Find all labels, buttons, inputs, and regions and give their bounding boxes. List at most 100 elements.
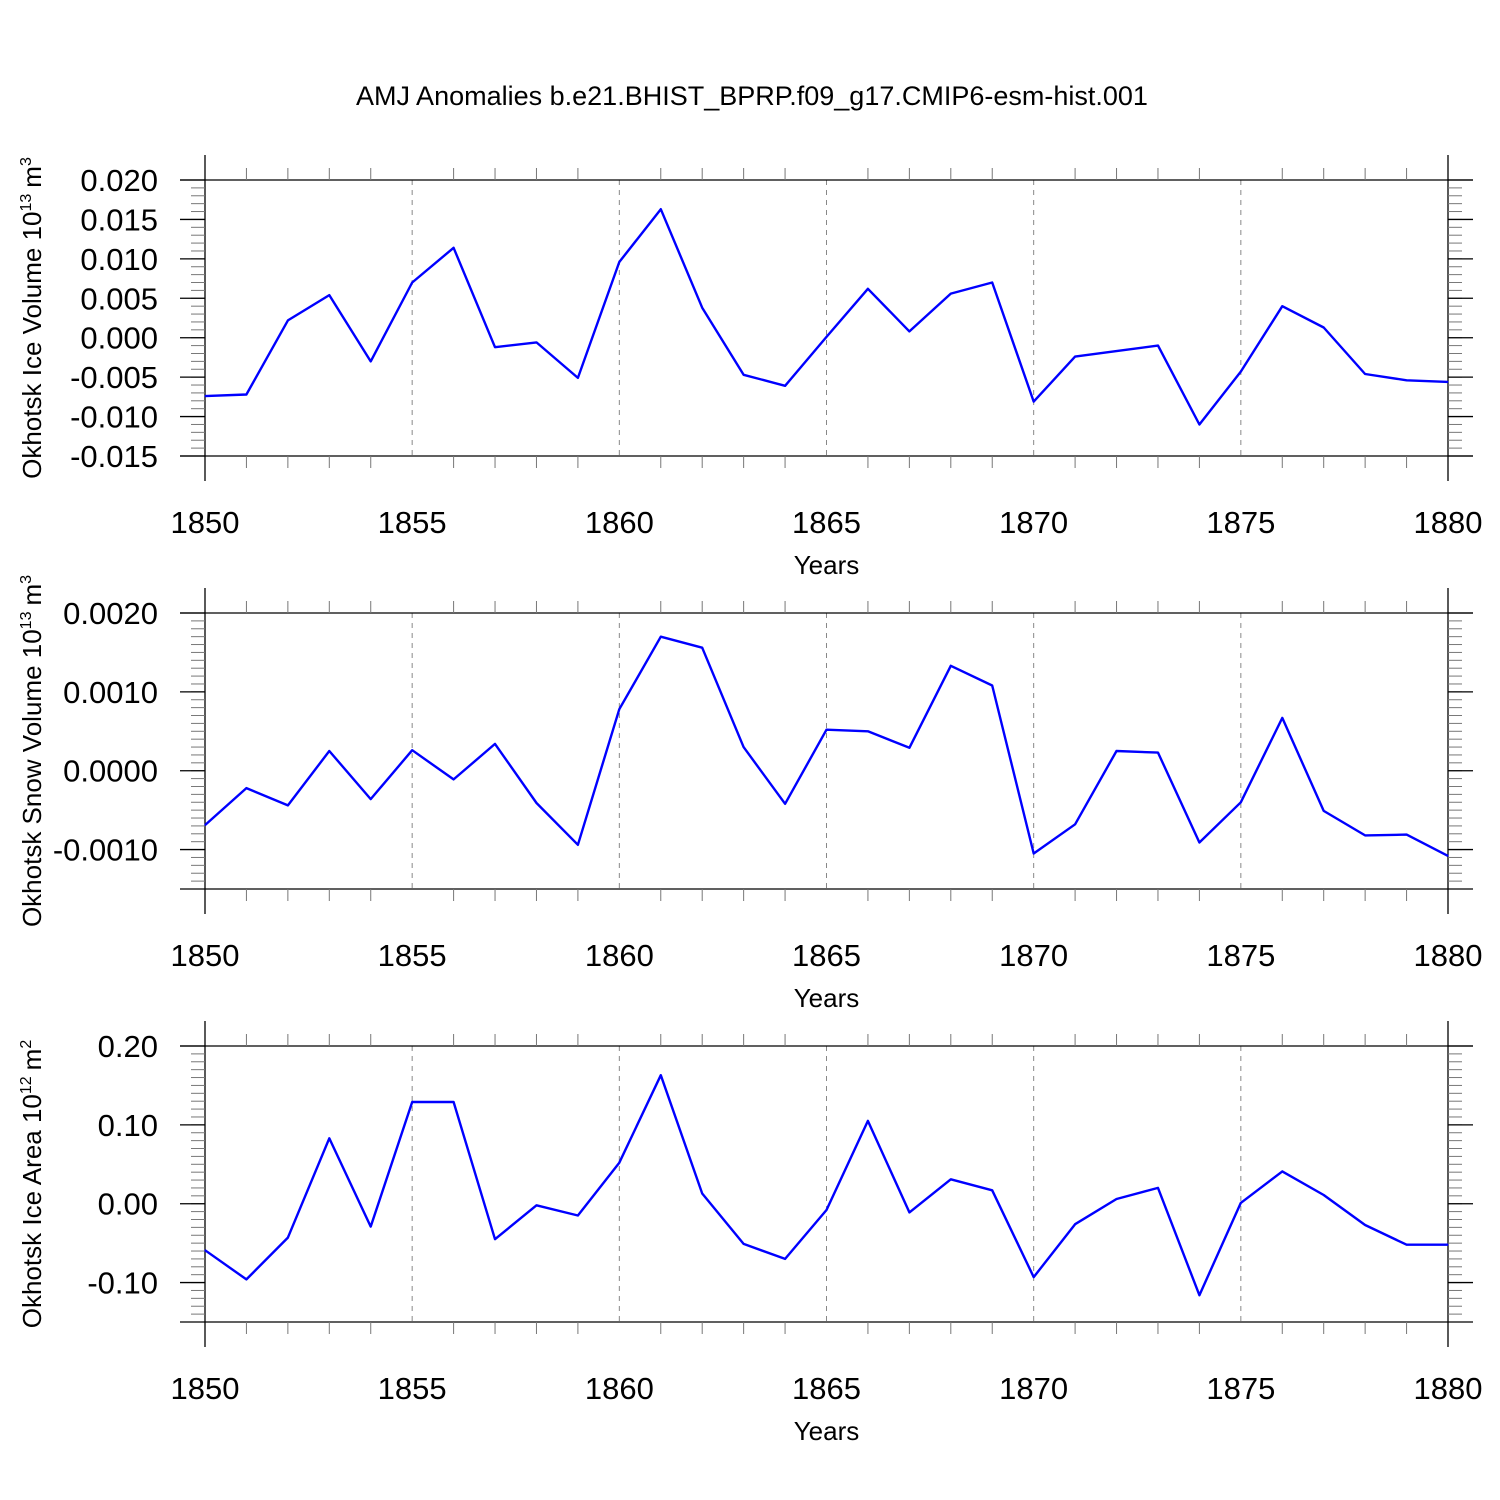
data-point [1364,1224,1366,1226]
data-point [204,395,206,397]
y-tick-label: 0.00 [98,1187,158,1222]
y-axis-label-main: Okhotsk Snow Volume 10 [17,629,47,927]
data-point [950,665,952,667]
x-tick-label: 1860 [585,938,654,973]
data-point [867,730,869,732]
data-point [577,377,579,379]
y-tick-label: 0.0020 [63,596,158,631]
data-point [701,647,703,649]
data-point [577,1214,579,1217]
data-point [1323,326,1325,329]
data-point [1447,855,1449,857]
data-point [1157,751,1159,754]
x-tick-label: 1880 [1414,1371,1483,1406]
data-point [1157,1187,1159,1189]
data-point [991,281,993,284]
x-tick-label: 1855 [378,505,447,540]
data-point [1405,833,1408,836]
data-point [1281,1170,1283,1172]
x-tick-label: 1865 [792,505,861,540]
data-point [784,385,786,387]
data-point [1405,1244,1408,1246]
data-point [1115,1198,1118,1200]
data-point [1281,717,1283,719]
x-axis-label: Years [794,1416,860,1446]
y-axis-label-unit: m [17,584,47,606]
data-point [1447,381,1449,383]
data-point [908,1211,910,1213]
y-tick-label: -0.0010 [53,833,158,868]
data-point [494,346,496,348]
data-point [577,844,579,846]
data-point [991,1189,993,1191]
data-point [370,798,372,800]
y-axis-label: Okhotsk Ice Volume 1013 m3 [17,157,47,479]
x-tick-label: 1870 [999,938,1068,973]
data-point [825,729,828,731]
data-point [1405,379,1408,381]
data-point [701,307,703,309]
x-axis-label: Years [794,983,860,1013]
data-point [204,824,206,826]
data-point [535,341,538,344]
x-tick-label: 1880 [1414,938,1483,973]
y-axis-label-unit-exp: 2 [18,1040,35,1049]
data-point [453,247,455,249]
data-point [1074,1223,1076,1225]
data-point [411,281,413,284]
data-point [908,330,910,333]
y-axis-label: Okhotsk Ice Area 1012 m2 [17,1040,47,1329]
x-tick-label: 1855 [378,1371,447,1406]
x-tick-label: 1875 [1206,1371,1275,1406]
data-point [825,336,828,338]
panel-ice-area: 0.20 0.10 0.00 -0.10 1850 1855 1860 1865 1870 187… [17,1021,1482,1446]
y-tick-label: 0.005 [80,281,158,316]
data-point [1033,400,1035,403]
data-point [950,1178,952,1180]
y-axis-label-unit-exp: 3 [18,575,35,584]
x-tick-label: 1865 [792,1371,861,1406]
data-point [867,1120,869,1122]
x-tick-label: 1850 [171,938,240,973]
y-tick-label: 0.010 [80,242,158,277]
data-point [1115,750,1118,752]
data-point [204,1249,206,1251]
data-point [328,294,330,296]
y-tick-label: 0.020 [80,163,158,198]
y-axis-label-exp: 12 [18,1076,35,1094]
y-tick-label: -0.015 [70,439,158,474]
data-point [1240,801,1242,803]
data-point [784,1258,786,1260]
data-point [991,684,993,687]
data-point [950,292,952,295]
data-point [370,360,372,362]
y-tick-label: 0.10 [98,1108,158,1143]
data-point [660,1074,662,1076]
data-point [328,750,330,752]
x-axis-label: Years [794,550,860,580]
data-point [1323,810,1325,812]
panel-snow-volume: 0.0020 0.0010 0.0000 -0.0010 1850 1855 1860 186… [17,575,1482,1013]
y-tick-label: 0.015 [80,202,158,237]
data-point [867,288,869,290]
data-point [535,1204,538,1206]
data-point [1240,1202,1242,1204]
data-point [743,746,745,748]
data-point [618,708,620,710]
x-tick-label: 1880 [1414,505,1483,540]
data-point [1323,1194,1325,1196]
data-point [287,804,289,807]
y-axis-label-main: Okhotsk Ice Area 10 [17,1094,47,1328]
y-tick-label: -0.005 [70,360,158,395]
y-tick-label: 0.0000 [63,754,158,789]
data-point [825,1209,828,1211]
x-tick-label: 1860 [585,1371,654,1406]
data-point [245,1278,248,1281]
data-point [245,393,248,396]
x-tick-label: 1850 [171,505,240,540]
x-tick-label: 1865 [792,938,861,973]
data-point [660,636,662,638]
data-point [411,749,413,751]
data-point [1198,1294,1200,1296]
y-tick-label: -0.10 [87,1266,158,1301]
